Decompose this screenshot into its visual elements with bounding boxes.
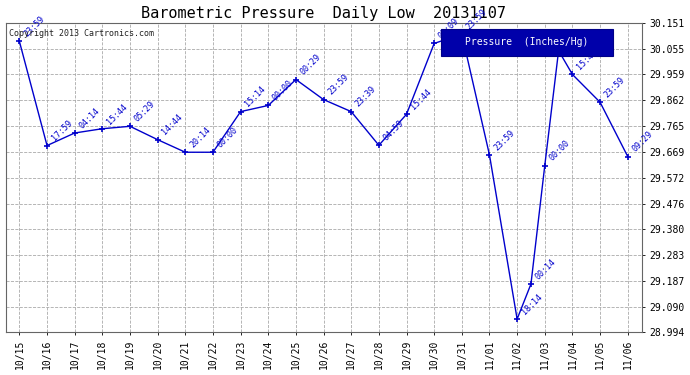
FancyBboxPatch shape — [441, 29, 613, 56]
Text: 00:1: 00:1 — [562, 27, 582, 48]
Text: 04:59: 04:59 — [382, 118, 406, 142]
Text: 15:44: 15:44 — [409, 87, 433, 111]
Text: 23:59: 23:59 — [326, 73, 351, 97]
Text: 20:14: 20:14 — [188, 125, 212, 150]
Text: 09:29: 09:29 — [631, 130, 655, 154]
Text: 23:59: 23:59 — [464, 7, 489, 31]
Text: 18:14: 18:14 — [520, 292, 544, 316]
Text: 00:29: 00:29 — [299, 53, 323, 77]
Text: 23:59: 23:59 — [22, 15, 46, 39]
Text: 23:59: 23:59 — [492, 128, 516, 152]
Text: 15:44: 15:44 — [575, 48, 599, 72]
Text: 00:00: 00:00 — [548, 139, 571, 163]
Text: Copyright 2013 Cartronics.com: Copyright 2013 Cartronics.com — [9, 29, 154, 38]
Text: 23:59: 23:59 — [603, 75, 627, 99]
Text: 00:09: 00:09 — [437, 16, 461, 40]
Text: 00:00: 00:00 — [216, 125, 239, 150]
Title: Barometric Pressure  Daily Low  20131107: Barometric Pressure Daily Low 20131107 — [141, 6, 506, 21]
Text: 04:14: 04:14 — [77, 106, 101, 130]
Text: 14:44: 14:44 — [160, 113, 184, 137]
Text: 17:59: 17:59 — [50, 119, 74, 143]
Text: 00:00: 00:00 — [271, 79, 295, 103]
Text: 15:14: 15:14 — [244, 85, 268, 109]
Text: 23:39: 23:39 — [354, 85, 378, 109]
Text: Pressure  (Inches/Hg): Pressure (Inches/Hg) — [465, 38, 589, 48]
Text: 15:44: 15:44 — [105, 102, 129, 126]
Text: 05:29: 05:29 — [132, 99, 157, 123]
Text: 00:14: 00:14 — [534, 257, 558, 281]
